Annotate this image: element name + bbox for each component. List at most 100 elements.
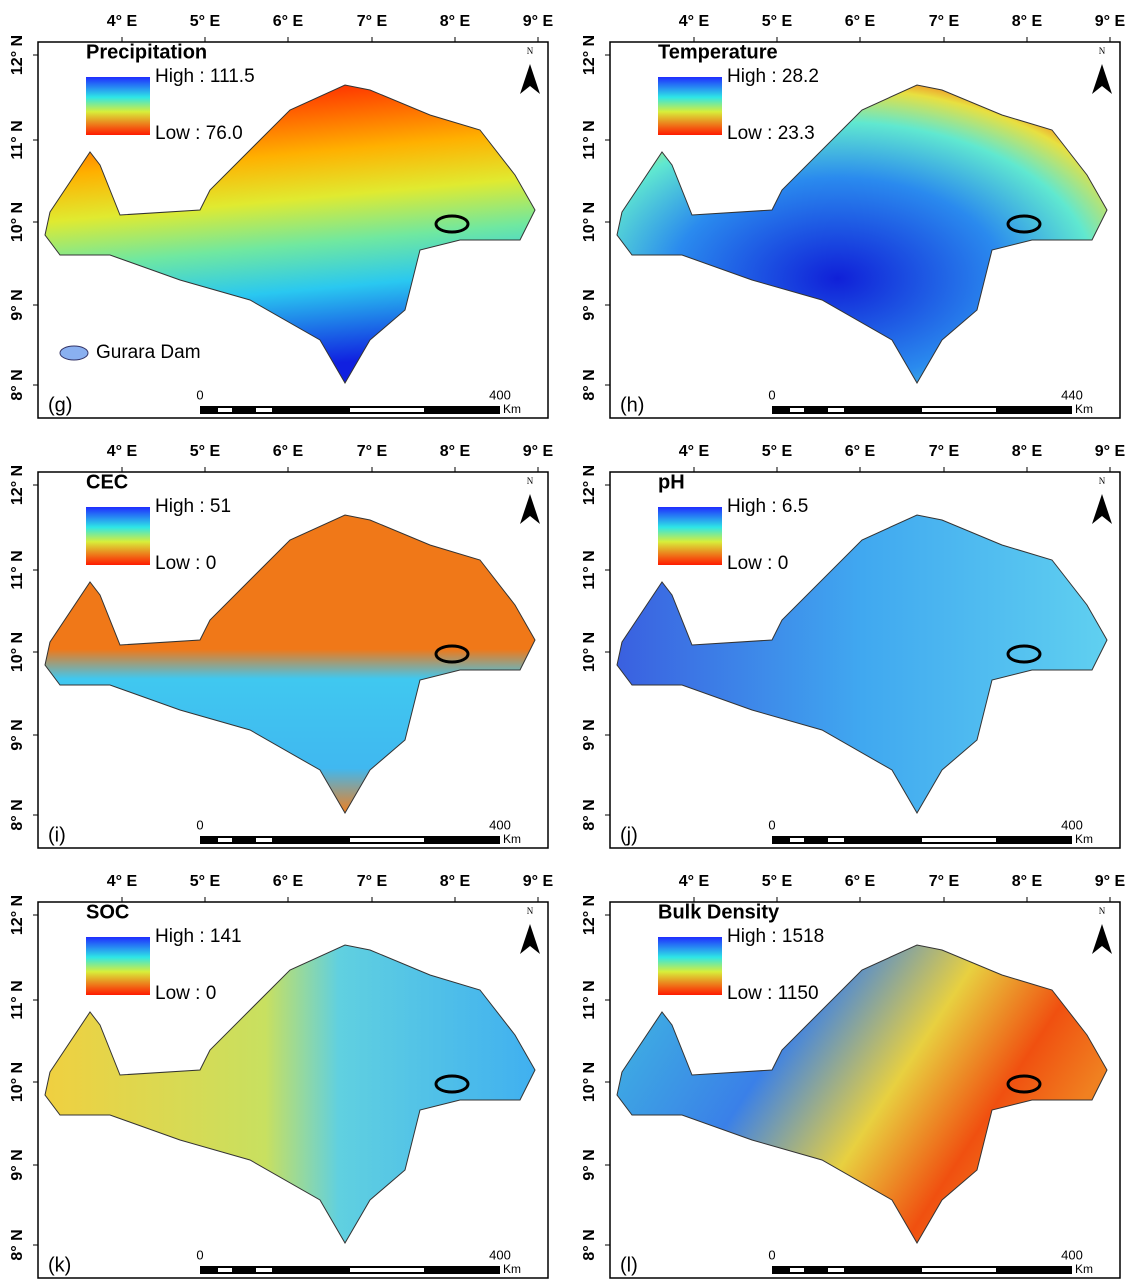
lon-label: 6° E: [273, 873, 304, 890]
scale-start: 0: [768, 387, 775, 402]
map-panel: 4° E 5° E 6° E 7° E 8° E 9° E 12° N 11° N 10° N 9…: [581, 13, 1126, 419]
lat-label: 9° N: [581, 289, 598, 320]
map-frame: [609, 471, 1121, 849]
scale-end: 400: [489, 1247, 511, 1262]
lon-label: 8° E: [440, 13, 471, 30]
panel-label: (i): [48, 824, 66, 846]
north-arrow: [1092, 924, 1112, 954]
dam-location: [434, 1074, 470, 1094]
lat-label: 8° N: [9, 1229, 26, 1260]
panel-label: (l): [620, 1254, 638, 1276]
lon-label: 7° E: [929, 873, 960, 890]
lon-label: 9° E: [1095, 13, 1126, 30]
scale-bar-segment: [218, 1268, 232, 1272]
lon-label: 7° E: [929, 443, 960, 460]
basin-area: [44, 944, 536, 1244]
lon-label: 4° E: [107, 873, 138, 890]
basin-area: [44, 84, 536, 384]
legend-ramp: [86, 77, 150, 135]
lon-label: 9° E: [523, 443, 554, 460]
lat-label: 8° N: [581, 799, 598, 830]
legend-low: Low : 76.0: [155, 123, 243, 144]
legend-high: High : 28.2: [727, 66, 819, 87]
map-frame: [37, 41, 549, 419]
lat-label: 11° N: [9, 980, 26, 1019]
lat-label: 11° N: [9, 550, 26, 589]
lat-label: 9° N: [9, 719, 26, 750]
scale-bar-segment: [350, 408, 424, 412]
north-label: N: [527, 906, 534, 916]
scale-bar-segment: [828, 838, 844, 842]
panel-label: (g): [48, 394, 72, 416]
map-panel: 4° E 5° E 6° E 7° E 8° E 9° E 12° N 11° N 10° N 9…: [9, 873, 554, 1279]
dam-legend-symbol: [59, 345, 89, 361]
lon-label: 7° E: [929, 13, 960, 30]
lon-label: 5° E: [190, 13, 221, 30]
lat-label: 9° N: [581, 719, 598, 750]
lat-label: 12° N: [9, 35, 26, 75]
legend-low: Low : 0: [155, 553, 216, 574]
legend-ramp: [658, 507, 722, 565]
lon-label: 6° E: [273, 443, 304, 460]
lon-label: 4° E: [107, 13, 138, 30]
lat-label: 8° N: [9, 369, 26, 400]
lat-label: 10° N: [581, 202, 598, 242]
lat-label: 10° N: [9, 1062, 26, 1102]
legend-ramp: [86, 507, 150, 565]
map-frame: [609, 901, 1121, 1279]
lon-label: 8° E: [1012, 443, 1043, 460]
basin-area: [616, 84, 1108, 384]
legend-high: High : 6.5: [727, 496, 808, 517]
lat-label: 11° N: [581, 120, 598, 159]
basin-area: [616, 514, 1108, 814]
north-arrow: [1092, 494, 1112, 524]
lon-label: 4° E: [107, 443, 138, 460]
lon-label: 7° E: [357, 443, 388, 460]
lon-label: 8° E: [440, 873, 471, 890]
scale-start: 0: [768, 1247, 775, 1262]
scale-bar-segment: [350, 1268, 424, 1272]
legend-title: Bulk Density: [658, 901, 780, 923]
legend-high: High : 1518: [727, 926, 824, 947]
scale-bar-segment: [350, 838, 424, 842]
lat-label: 10° N: [9, 202, 26, 242]
lat-label: 11° N: [581, 980, 598, 1019]
north-label: N: [527, 46, 534, 56]
north-label: N: [527, 476, 534, 486]
scale-bar-segment: [790, 1268, 804, 1272]
map-panel: 4° E 5° E 6° E 7° E 8° E 9° E 12° N 11° N 10° N 9…: [9, 443, 554, 849]
legend-high: High : 111.5: [155, 66, 255, 87]
scale-unit: Km: [503, 832, 521, 846]
legend-high: High : 141: [155, 926, 242, 947]
scale-bar-segment: [828, 1268, 844, 1272]
scale-bar-segment: [256, 838, 272, 842]
legend-ramp: [658, 77, 722, 135]
scale-bar-segment: [922, 1268, 996, 1272]
lon-label: 4° E: [679, 13, 710, 30]
legend-high: High : 51: [155, 496, 231, 517]
lat-label: 9° N: [9, 1149, 26, 1180]
legend-title: SOC: [86, 901, 129, 923]
lon-label: 8° E: [1012, 13, 1043, 30]
lon-label: 5° E: [762, 13, 793, 30]
lat-label: 10° N: [581, 632, 598, 672]
scale-unit: Km: [1075, 1262, 1093, 1276]
map-frame: [37, 901, 549, 1279]
lon-label: 8° E: [440, 443, 471, 460]
scale-bar-segment: [256, 408, 272, 412]
lat-label: 12° N: [581, 895, 598, 935]
dam-location: [1006, 1074, 1042, 1094]
lat-label: 12° N: [9, 465, 26, 505]
legend-title: Precipitation: [86, 41, 207, 63]
scale-start: 0: [768, 817, 775, 832]
north-label: N: [1099, 906, 1106, 916]
legend-low: Low : 1150: [727, 983, 819, 1004]
legend-low: Low : 0: [155, 983, 216, 1004]
lat-label: 8° N: [581, 1229, 598, 1260]
legend-title: pH: [658, 471, 685, 493]
lat-label: 10° N: [9, 632, 26, 672]
scale-end: 440: [1061, 387, 1083, 402]
scale-bar-segment: [218, 838, 232, 842]
north-arrow: [520, 924, 540, 954]
